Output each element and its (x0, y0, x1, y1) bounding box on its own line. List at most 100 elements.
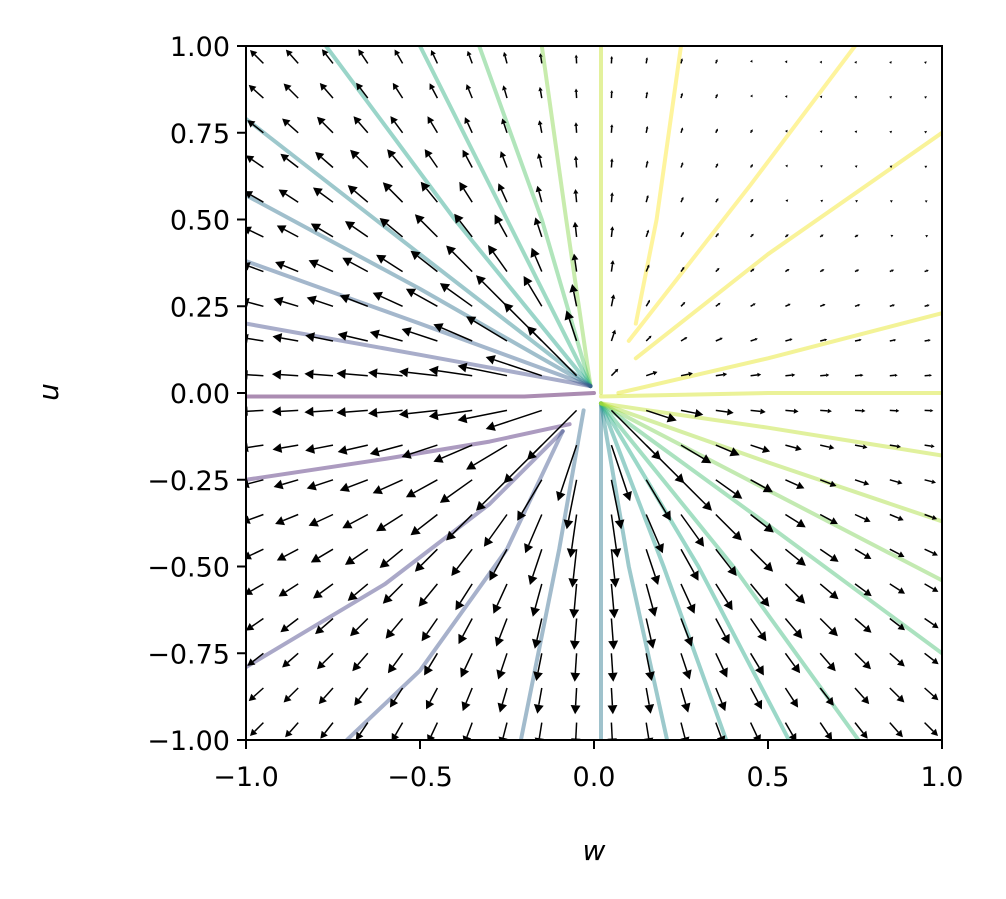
vector-arrow-396 (924, 165, 928, 169)
vector-arrow-175 (535, 185, 543, 203)
vector-arrow-317 (785, 129, 788, 133)
vector-arrow-0 (250, 722, 264, 736)
vector-arrow-24 (278, 583, 299, 597)
vector-arrow-367 (889, 479, 903, 485)
vector-arrow-31 (272, 333, 299, 343)
y-tick-label: 0.00 (170, 379, 230, 410)
vector-arrow-272 (715, 302, 721, 307)
vector-arrow-13 (246, 262, 264, 273)
vector-arrow-67 (339, 479, 369, 492)
vector-arrow-318 (784, 95, 788, 98)
vector-arrow-206 (610, 514, 622, 558)
vector-arrow-63 (350, 617, 369, 637)
vector-arrow-144 (492, 583, 508, 614)
trajectory-22 (418, 46, 593, 389)
vector-arrow-267 (715, 479, 743, 499)
vector-arrow-170 (485, 355, 543, 377)
y-tick-label: 0.50 (170, 206, 230, 237)
vector-arrow-251 (680, 337, 688, 342)
vector-arrow-231 (645, 335, 652, 342)
trajectory-17 (626, 46, 857, 343)
vector-arrow-37 (282, 118, 299, 134)
vector-arrow-138 (465, 84, 473, 99)
vector-arrow-307 (785, 479, 805, 489)
vector-arrow-212 (610, 294, 616, 307)
vector-arrow-183 (569, 618, 580, 650)
vector-arrow-194 (572, 221, 579, 237)
vector-arrow-60 (355, 722, 369, 740)
vector-arrow-185 (568, 549, 579, 588)
trajectory-10 (599, 401, 942, 656)
vector-arrow-288 (750, 444, 771, 453)
vector-arrow-122 (460, 652, 473, 678)
vector-arrow-95 (382, 182, 404, 203)
vector-arrow-72 (339, 294, 369, 307)
vector-arrow-284 (750, 583, 770, 607)
vector-arrow-293 (750, 268, 755, 273)
vector-arrow-283 (749, 618, 767, 642)
vector-arrow-201 (607, 687, 618, 715)
vector-arrow-311 (785, 338, 793, 342)
vector-arrow-145 (489, 548, 508, 581)
vector-arrow-383 (924, 617, 939, 629)
trajectory-6 (599, 401, 670, 740)
vector-arrow-258 (680, 92, 684, 99)
vector-arrow-249 (680, 409, 704, 418)
vector-arrow-130 (428, 365, 473, 377)
vector-arrow-176 (536, 153, 543, 168)
vector-arrow-74 (345, 221, 369, 238)
vector-arrow-55 (313, 187, 334, 203)
vector-arrow-327 (819, 479, 837, 487)
vector-arrow-94 (379, 218, 404, 238)
vector-arrow-346 (854, 513, 871, 523)
vector-arrow-355 (855, 200, 858, 203)
vector-arrow-115 (420, 181, 438, 203)
vector-arrow-83 (385, 618, 404, 639)
x-tick-label: −0.5 (387, 762, 453, 793)
vector-arrow-61 (354, 687, 369, 706)
vector-arrow-252 (680, 301, 686, 307)
vector-arrow-166 (524, 514, 543, 554)
vector-arrow-141 (497, 687, 508, 713)
vector-arrow-161 (533, 687, 544, 714)
vector-arrow-52 (306, 295, 334, 308)
vector-arrow-89 (368, 407, 403, 418)
vector-arrow-269 (715, 408, 734, 416)
x-tick-label: 1.0 (921, 762, 964, 793)
vector-arrow-342 (854, 652, 871, 670)
vector-arrow-384 (924, 583, 939, 592)
vector-arrow-234 (645, 229, 650, 238)
vector-arrow-32 (273, 296, 299, 308)
vector-arrow-214 (610, 226, 615, 237)
vector-arrow-154 (494, 214, 508, 238)
vector-arrow-108 (401, 444, 438, 459)
y-axis-label: u (32, 383, 65, 401)
vector-arrow-208 (610, 444, 632, 502)
vector-arrow-62 (352, 652, 369, 672)
vector-arrow-23 (280, 617, 299, 633)
vector-arrow-43 (315, 617, 334, 635)
vector-arrow-149 (457, 409, 508, 424)
vector-arrow-221 (644, 687, 655, 714)
vector-arrow-117 (427, 116, 439, 134)
vector-arrow-174 (533, 217, 543, 238)
vector-arrow-76 (350, 149, 369, 169)
vector-arrow-275 (715, 198, 719, 203)
vector-arrow-378 (889, 95, 892, 99)
vector-arrow-257 (680, 127, 684, 134)
vector-arrow-235 (645, 195, 649, 203)
vector-arrow-227 (645, 479, 671, 521)
vector-arrow-394 (925, 235, 929, 238)
vector-arrow-18 (248, 84, 264, 99)
vector-arrow-153 (488, 245, 508, 273)
x-tick-label: 0.5 (747, 762, 790, 793)
vector-arrow-352 (854, 304, 861, 308)
vector-arrow-287 (750, 479, 773, 493)
vector-arrow-192 (569, 284, 578, 307)
vector-arrow-51 (305, 332, 334, 342)
vector-arrow-358 (854, 95, 857, 99)
vector-arrow-59 (321, 49, 334, 64)
vector-arrow-147 (476, 479, 508, 511)
vector-arrow-126 (446, 513, 473, 541)
